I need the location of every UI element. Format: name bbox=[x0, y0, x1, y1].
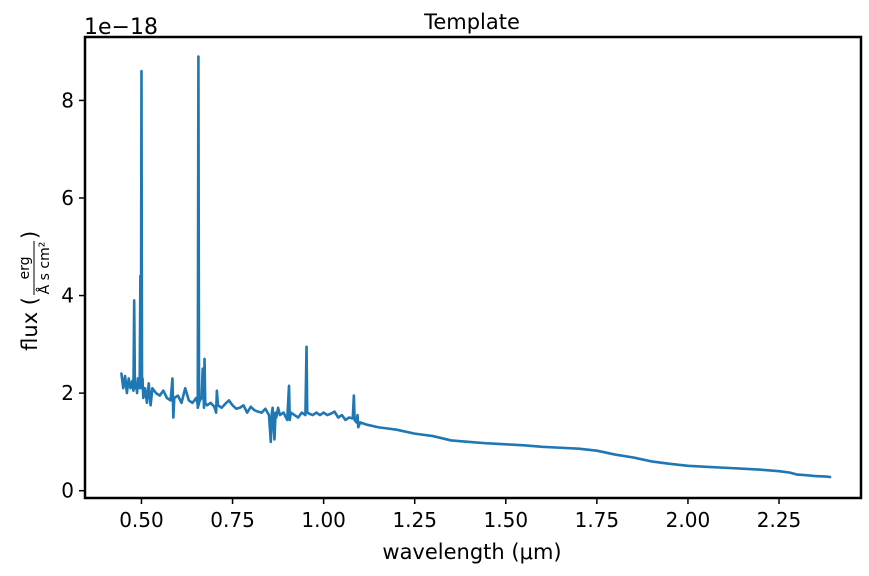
x-tick-label: 0.75 bbox=[210, 508, 255, 532]
x-tick-label: 1.25 bbox=[392, 508, 437, 532]
x-tick-label: 1.00 bbox=[301, 508, 346, 532]
y-axis: 0 2 4 6 8 bbox=[61, 88, 85, 503]
x-tick-label: 0.50 bbox=[119, 508, 164, 532]
x-axis-label: wavelength (μm) bbox=[382, 540, 561, 564]
y-tick-label: 8 bbox=[61, 88, 74, 112]
y-axis-label-denominator: Å s cm² bbox=[36, 242, 53, 295]
y-axis-label: flux ( erg Å s cm² ) bbox=[17, 231, 53, 351]
y-axis-label-numerator: erg bbox=[17, 256, 33, 279]
axes-frame bbox=[83, 35, 863, 500]
y-tick-label: 4 bbox=[61, 284, 74, 308]
chart-title: Template bbox=[423, 10, 520, 34]
x-tick-label: 1.75 bbox=[575, 508, 620, 532]
y-tick-label: 2 bbox=[61, 381, 74, 405]
plot-area bbox=[83, 35, 863, 500]
x-tick-label: 1.50 bbox=[484, 508, 529, 532]
x-tick-label: 2.25 bbox=[757, 508, 802, 532]
y-tick-label: 6 bbox=[61, 186, 74, 210]
x-tick-label: 2.00 bbox=[666, 508, 711, 532]
y-axis-label-prefix: flux ( bbox=[18, 297, 42, 351]
spectrum-line bbox=[120, 55, 832, 479]
y-tick-label: 0 bbox=[61, 479, 74, 503]
y-axis-label-suffix: ) bbox=[18, 231, 42, 239]
x-axis: 0.50 0.75 1.00 1.25 1.50 1.75 2.00 2.25 bbox=[119, 498, 801, 532]
